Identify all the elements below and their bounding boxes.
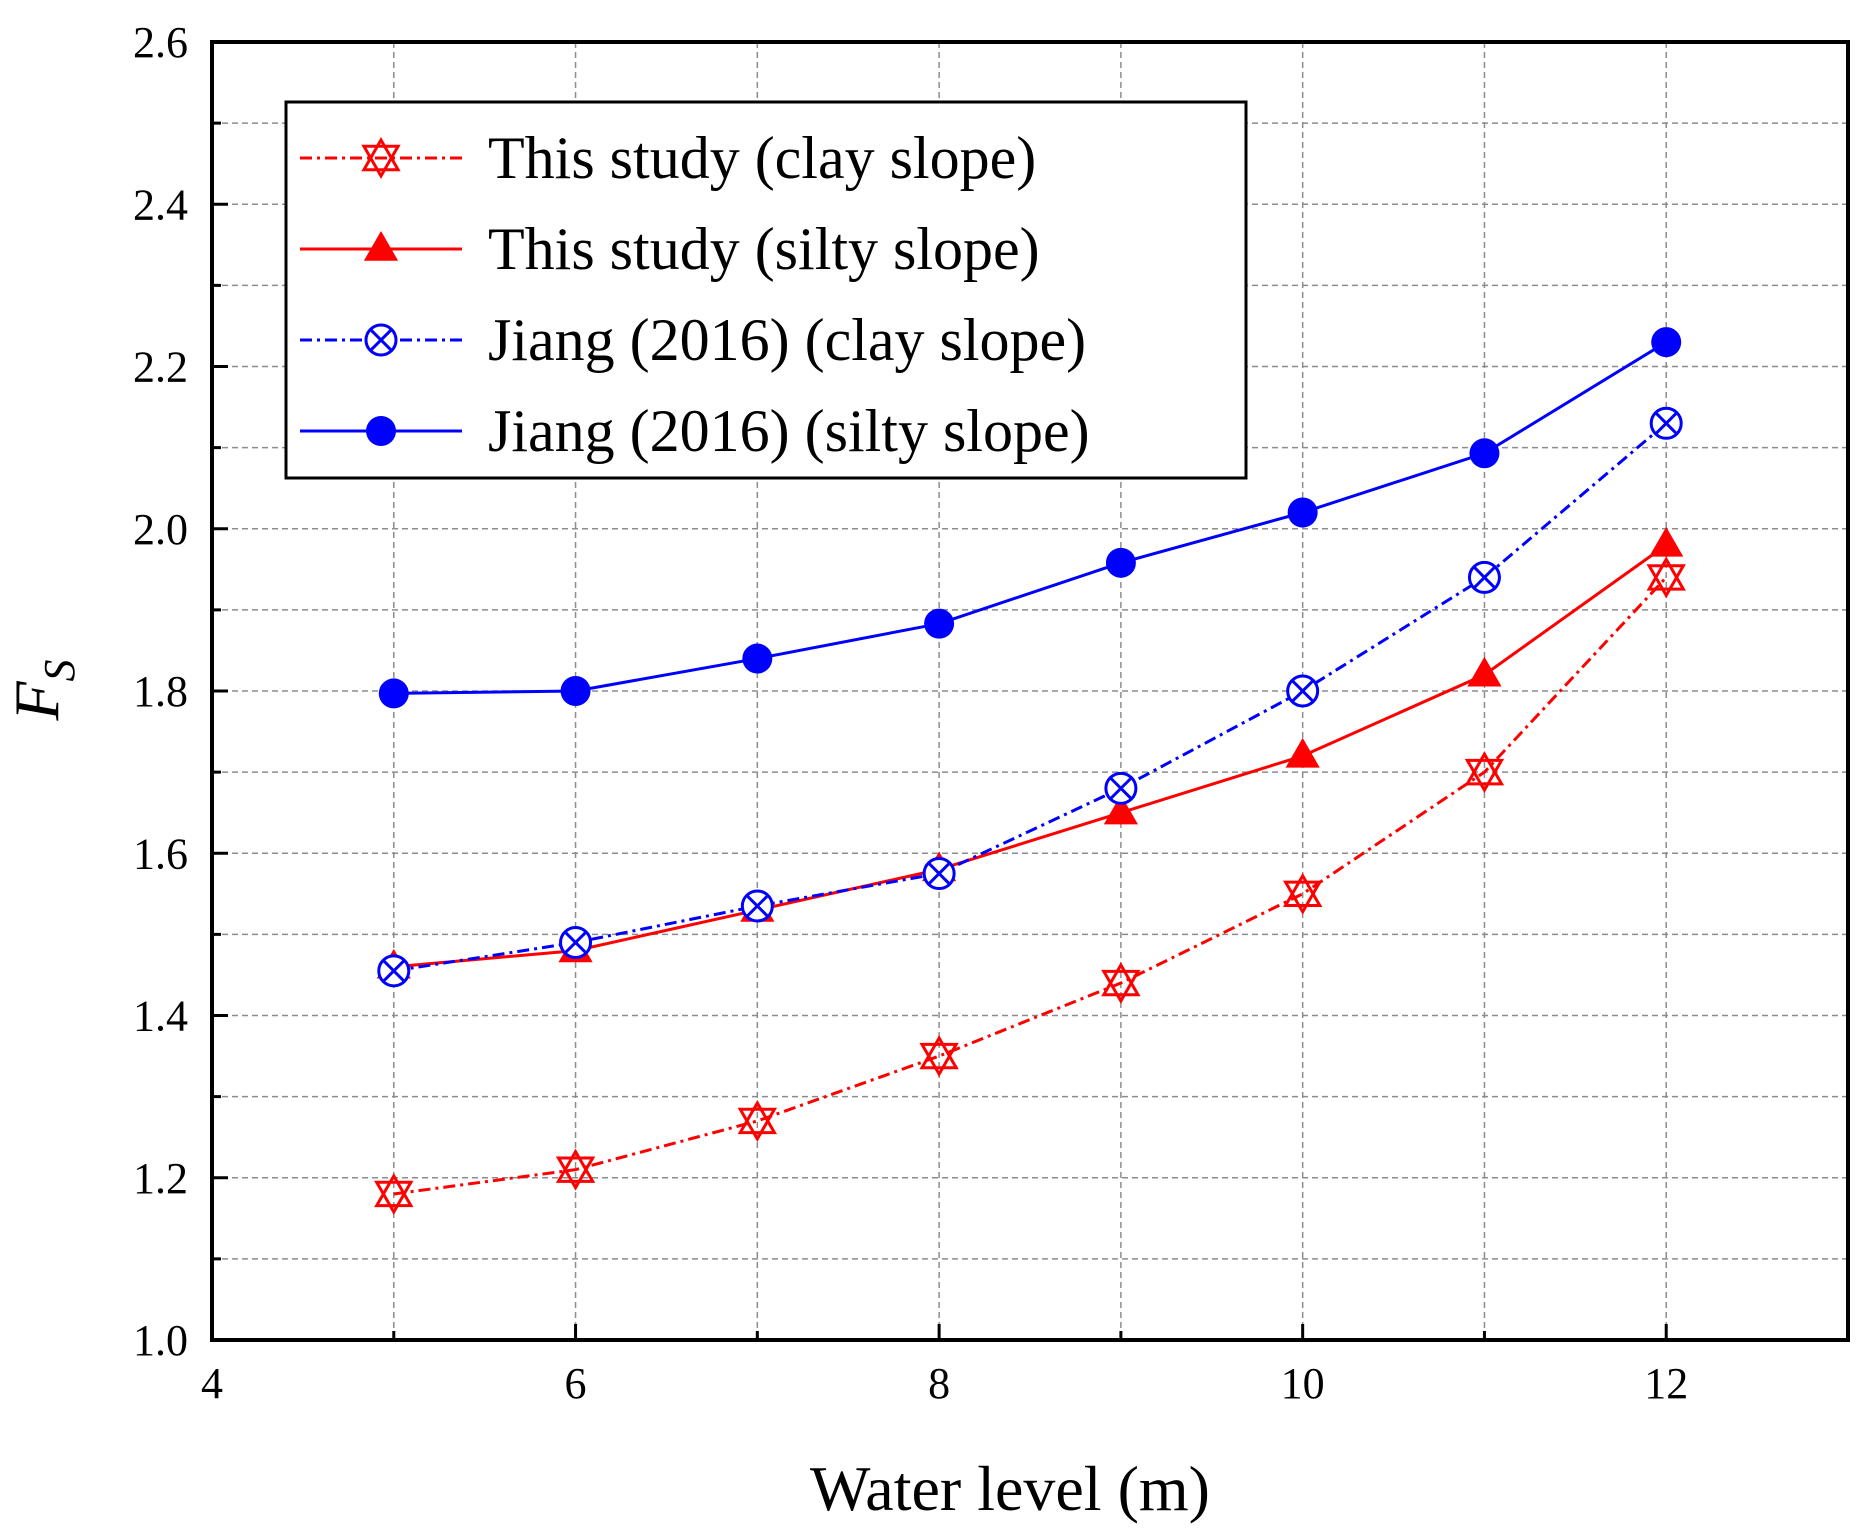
legend-label: Jiang (2016) (silty slope) (488, 398, 1090, 464)
legend-marker (363, 231, 399, 261)
legend-label: Jiang (2016) (clay slope) (488, 307, 1086, 373)
legend-entry: Jiang (2016) (clay slope) (300, 307, 1086, 373)
x-tick-label: 6 (565, 1359, 587, 1408)
data-point (555, 1148, 596, 1191)
data-point (1651, 327, 1682, 358)
data-point (1467, 560, 1501, 594)
data-point (1469, 438, 1500, 469)
data-point (1464, 751, 1505, 794)
x-tick-label: 10 (1281, 1359, 1325, 1408)
series-1 (374, 556, 1686, 1215)
y-tick-labels: 1.0 1.2 1.4 1.6 1.8 2.0 2.2 2.4 2.6 (133, 18, 188, 1365)
data-point (1282, 872, 1323, 915)
data-point (1467, 656, 1502, 687)
data-point (924, 608, 955, 639)
data-point (737, 1099, 778, 1142)
y-tick-label: 1.0 (133, 1316, 188, 1365)
data-point (1105, 547, 1136, 578)
data-point (559, 925, 593, 959)
data-point (919, 1035, 959, 1078)
y-tick-label: 1.2 (133, 1154, 188, 1203)
data-point (1104, 771, 1138, 805)
legend-label: This study (silty slope) (488, 216, 1040, 282)
series-4 (378, 327, 1682, 709)
legend-marker (364, 323, 398, 357)
data-point (1103, 794, 1138, 825)
y-tick-label: 2.6 (133, 18, 188, 67)
y-axis-title-sub: S (35, 659, 84, 681)
legend-marker (366, 416, 396, 446)
data-point (1649, 406, 1683, 440)
y-tick-label: 1.4 (133, 992, 188, 1041)
legend-entry: This study (clay slope) (300, 125, 1036, 191)
x-tick-labels: 4 6 8 10 12 (201, 1359, 1688, 1408)
y-tick-label: 2.4 (133, 180, 188, 229)
legend-entry: Jiang (2016) (silty slope) (300, 398, 1090, 464)
x-tick-label: 12 (1644, 1359, 1688, 1408)
data-point (740, 889, 774, 923)
data-point (560, 676, 591, 706)
data-point (1646, 556, 1686, 599)
legend-entry: This study (silty slope) (300, 216, 1040, 282)
data-point (374, 1172, 414, 1215)
y-tick-label: 1.8 (133, 667, 188, 716)
y-axis-title-main: F (1, 681, 72, 722)
legend: This study (clay slope) This study (silty… (284, 100, 1248, 480)
legend-box (284, 100, 1248, 480)
x-tick-label: 8 (928, 1359, 950, 1408)
data-point (377, 954, 411, 988)
y-tick-label: 2.2 (133, 343, 188, 392)
data-point (1101, 962, 1141, 1005)
axis-ticks (210, 40, 1850, 1342)
y-axis-title: FS (1, 659, 84, 721)
data-point (742, 643, 773, 674)
series-line (393, 576, 1668, 1196)
series-line (393, 543, 1668, 969)
data-point (922, 857, 956, 891)
data-point (1286, 674, 1320, 708)
data-point (1285, 737, 1320, 768)
legend-marker (361, 136, 401, 180)
x-tick-label: 4 (201, 1359, 223, 1408)
series-line (393, 340, 1668, 695)
series-layer (374, 327, 1686, 1215)
series-3 (377, 406, 1683, 988)
data-point (1649, 526, 1684, 557)
y-tick-label: 1.6 (133, 829, 188, 878)
y-tick-label: 2.0 (133, 505, 188, 554)
data-point (1287, 497, 1318, 528)
x-axis-title: Water level (m) (810, 1453, 1210, 1524)
series-line (393, 422, 1668, 973)
legend-label: This study (clay slope) (488, 125, 1036, 191)
data-point (378, 678, 409, 709)
